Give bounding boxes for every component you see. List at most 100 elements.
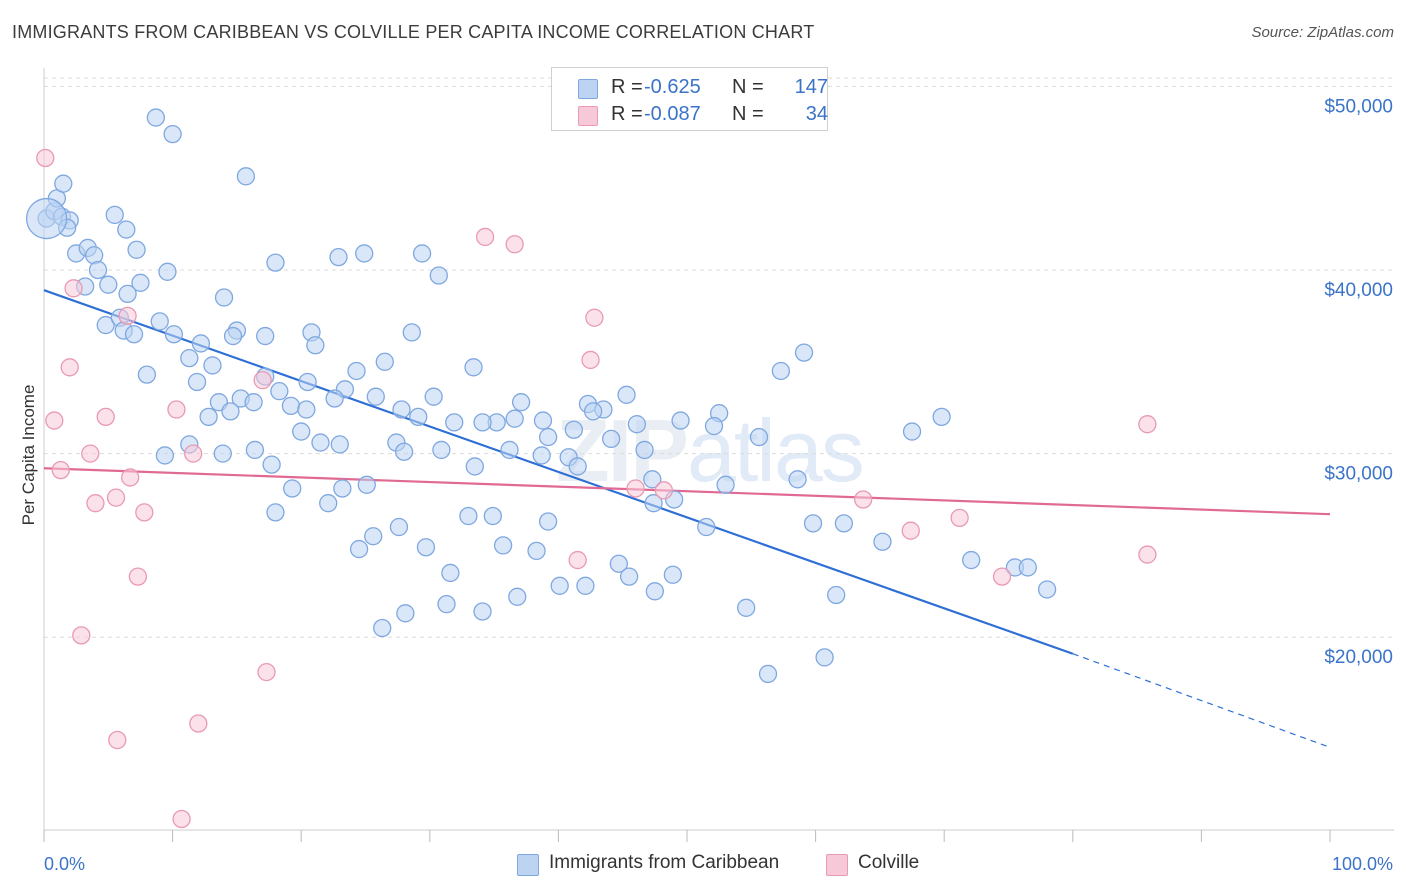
point-caribbean	[262, 455, 281, 474]
point-caribbean	[355, 244, 374, 263]
bottom-legend-swatch-caribbean	[517, 854, 539, 876]
point-caribbean	[834, 514, 854, 533]
point-caribbean	[445, 413, 464, 432]
point-colville	[253, 370, 272, 390]
point-caribbean	[538, 512, 558, 531]
point-caribbean	[137, 365, 157, 384]
point-caribbean	[163, 124, 182, 144]
point-caribbean	[550, 576, 569, 595]
point-colville	[901, 521, 920, 540]
point-caribbean	[266, 253, 285, 272]
point-colville	[121, 468, 140, 487]
point-caribbean	[311, 433, 330, 452]
point-caribbean	[221, 402, 240, 421]
point-caribbean	[1037, 580, 1057, 599]
point-caribbean	[803, 514, 823, 533]
legend-swatch-colville	[578, 106, 598, 126]
point-caribbean	[96, 315, 115, 335]
point-colville	[167, 400, 186, 419]
point-caribbean	[394, 442, 414, 461]
y-axis-label: Per Capita Income	[19, 385, 38, 526]
point-caribbean	[347, 361, 366, 381]
point-caribbean	[697, 517, 716, 537]
point-caribbean	[758, 664, 778, 684]
point-colville	[72, 626, 91, 645]
point-caribbean	[118, 284, 137, 303]
point-caribbean	[564, 420, 583, 439]
trend-lines	[43, 289, 1331, 748]
point-caribbean	[180, 348, 199, 368]
trend-line-colville	[43, 467, 1331, 516]
point-caribbean	[199, 407, 218, 427]
point-caribbean	[527, 541, 546, 561]
point-caribbean	[663, 565, 683, 584]
point-caribbean	[131, 273, 150, 292]
point-caribbean	[794, 343, 814, 362]
point-caribbean	[329, 247, 348, 267]
point-caribbean	[187, 372, 207, 392]
point-caribbean	[441, 563, 460, 583]
point-caribbean	[500, 440, 519, 460]
point-caribbean	[788, 470, 807, 489]
point-caribbean	[292, 422, 311, 441]
x-tick-label: 0.0%	[44, 854, 85, 874]
point-colville	[106, 488, 126, 507]
point-caribbean	[319, 494, 338, 513]
point-caribbean	[236, 167, 256, 186]
point-caribbean	[373, 618, 392, 638]
axis-labels: $20,000 $30,000 $40,000 $50,000 0.0% 100.0% Pe…	[19, 96, 1393, 874]
point-colville	[51, 460, 70, 480]
point-caribbean	[511, 393, 531, 412]
point-caribbean	[146, 108, 166, 127]
point-colville	[505, 235, 524, 254]
point-colville	[1138, 545, 1157, 564]
point-caribbean	[643, 470, 662, 489]
point-caribbean	[306, 336, 325, 355]
point-caribbean	[416, 538, 436, 557]
point-caribbean	[389, 517, 409, 537]
point-caribbean	[25, 197, 68, 240]
legend-n-label: N =	[732, 76, 764, 98]
grid-lines	[44, 77, 1394, 638]
point-caribbean	[392, 400, 411, 419]
trend-line-caribbean	[43, 289, 1074, 655]
point-caribbean	[412, 244, 432, 263]
point-caribbean	[609, 554, 628, 573]
point-colville	[36, 148, 55, 168]
point-caribbean	[576, 576, 595, 595]
point-caribbean	[902, 422, 922, 441]
point-colville	[86, 494, 105, 513]
y-tick-label: $30,000	[1324, 464, 1393, 485]
point-caribbean	[617, 385, 636, 404]
point-colville	[950, 508, 969, 528]
y-tick-label: $20,000	[1324, 647, 1393, 668]
point-caribbean	[88, 260, 108, 280]
point-caribbean	[283, 479, 302, 498]
point-caribbean	[533, 411, 553, 430]
point-caribbean	[505, 409, 524, 428]
point-caribbean	[127, 240, 146, 259]
point-caribbean	[932, 407, 951, 427]
point-caribbean	[473, 602, 492, 621]
point-colville	[189, 714, 208, 733]
point-caribbean	[375, 352, 394, 371]
point-caribbean	[465, 457, 484, 476]
point-colville	[96, 407, 115, 427]
point-caribbean	[483, 506, 502, 526]
point-colville	[1138, 415, 1157, 434]
point-caribbean	[158, 262, 177, 281]
legend-r-value: -0.625	[644, 76, 701, 98]
point-caribbean	[281, 396, 301, 416]
point-colville	[585, 308, 604, 327]
point-colville	[108, 730, 127, 750]
point-colville	[568, 550, 587, 570]
point-colville	[654, 481, 674, 500]
point-caribbean	[568, 457, 587, 476]
point-caribbean	[508, 587, 527, 606]
point-caribbean	[749, 427, 769, 447]
bottom-legend-label-caribbean: Immigrants from Caribbean	[549, 852, 780, 873]
point-caribbean	[532, 446, 551, 465]
point-caribbean	[619, 567, 639, 586]
point-colville	[184, 444, 203, 463]
